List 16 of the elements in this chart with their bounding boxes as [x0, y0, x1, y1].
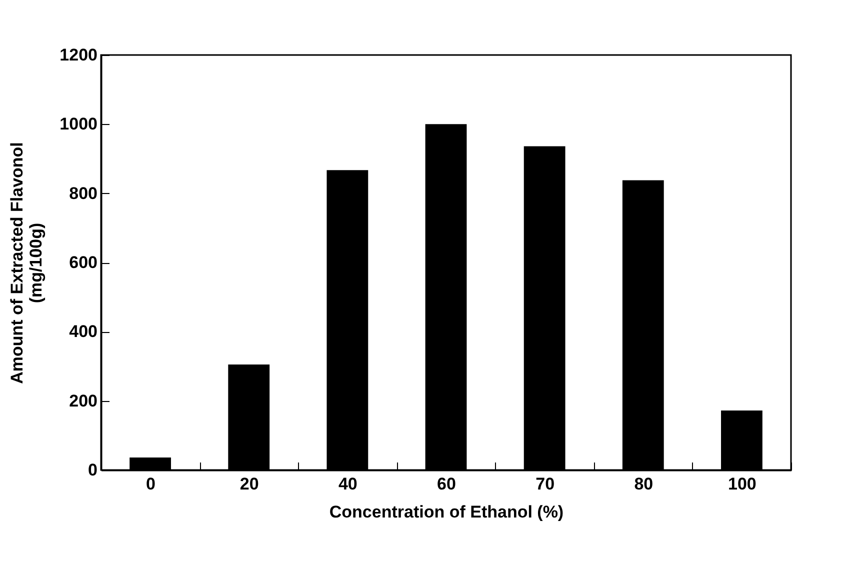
x-tick-label: 0 [146, 474, 156, 494]
y-tick-label: 200 [69, 391, 98, 410]
x-tick-label: 70 [536, 474, 555, 494]
y-tick-label: 600 [69, 253, 98, 272]
y-tick-label: 0 [88, 460, 98, 480]
x-tick-label: 80 [634, 474, 654, 494]
x-axis-title: Concentration of Ethanol (%) [329, 502, 564, 522]
y-tick-label: 400 [69, 322, 98, 342]
y-tick-label: 800 [69, 184, 98, 203]
x-tick-label: 60 [437, 474, 456, 494]
x-tick-label: 20 [240, 474, 259, 494]
x-tick-label: 40 [338, 474, 358, 494]
y-axis-title: Amount of Extracted Flavonol (mg/100g) [8, 142, 46, 384]
y-tick-label: 1000 [60, 114, 98, 134]
x-tick-label: 100 [728, 474, 756, 494]
y-tick-label: 1200 [60, 46, 98, 64]
